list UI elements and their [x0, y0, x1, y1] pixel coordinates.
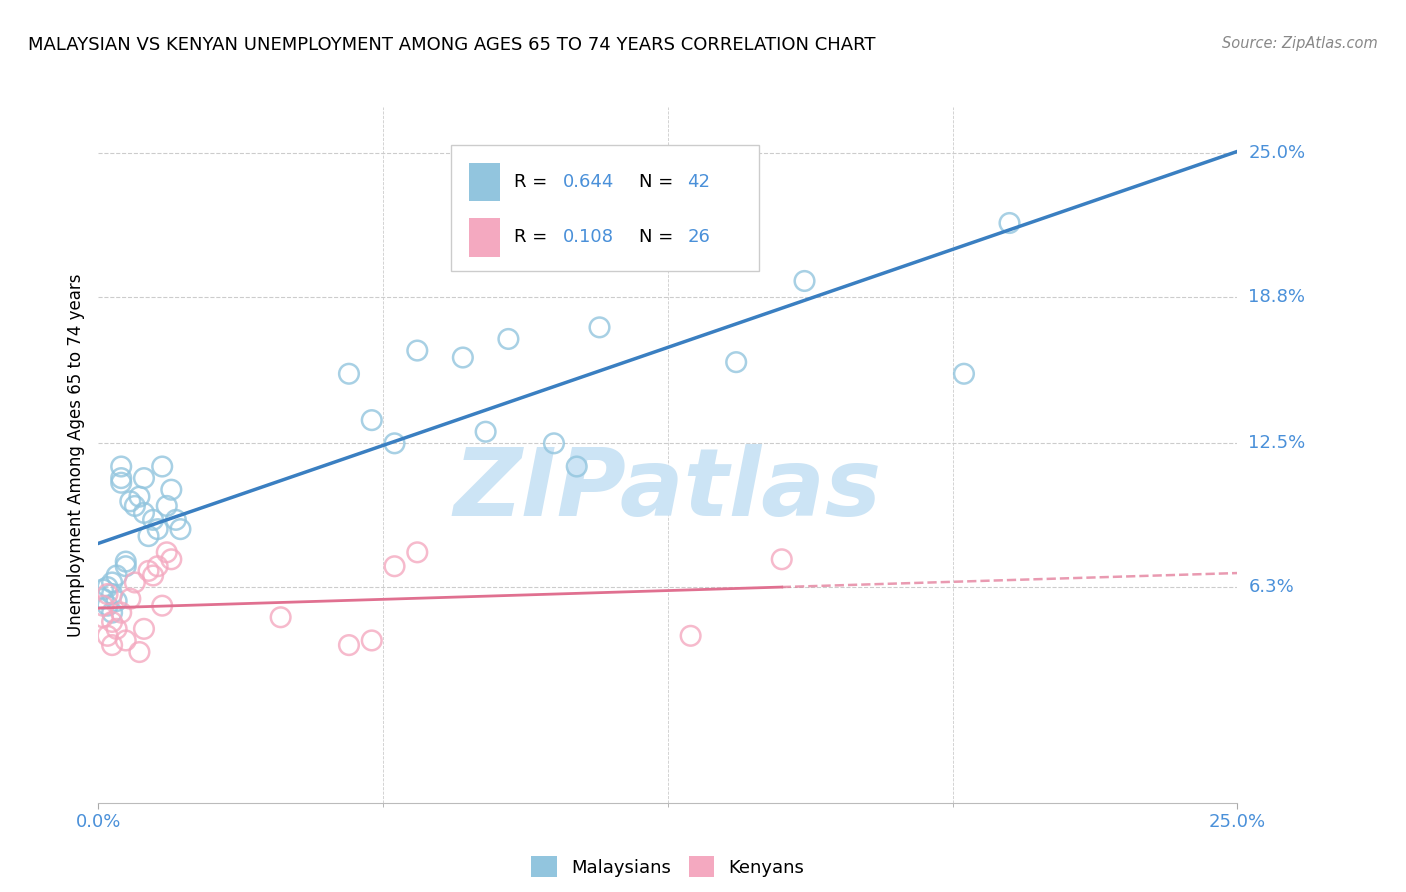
Point — [96, 629, 118, 643]
Point — [679, 629, 702, 643]
Text: 42: 42 — [688, 173, 710, 191]
Point — [132, 622, 155, 636]
Point — [565, 459, 588, 474]
Y-axis label: Unemployment Among Ages 65 to 74 years: Unemployment Among Ages 65 to 74 years — [66, 273, 84, 637]
Point — [160, 483, 183, 497]
Point — [91, 599, 114, 613]
Text: N =: N = — [640, 228, 679, 246]
Point — [91, 591, 114, 606]
Point — [96, 580, 118, 594]
Point — [128, 490, 150, 504]
Point — [474, 425, 496, 439]
Text: 26: 26 — [688, 228, 710, 246]
Point — [105, 594, 128, 608]
Text: N =: N = — [640, 173, 679, 191]
Point — [101, 575, 124, 590]
Point — [406, 343, 429, 358]
Point — [150, 599, 173, 613]
Point — [110, 471, 132, 485]
Point — [124, 499, 146, 513]
Text: 12.5%: 12.5% — [1249, 434, 1306, 452]
Point — [953, 367, 976, 381]
Point — [998, 216, 1021, 230]
Text: Source: ZipAtlas.com: Source: ZipAtlas.com — [1222, 36, 1378, 51]
Point — [124, 575, 146, 590]
Point — [146, 522, 169, 536]
Point — [96, 599, 118, 613]
Point — [91, 582, 114, 597]
Point — [128, 645, 150, 659]
Text: R =: R = — [515, 173, 553, 191]
Point — [165, 513, 187, 527]
Point — [160, 552, 183, 566]
Text: 18.8%: 18.8% — [1249, 288, 1305, 306]
Point — [138, 564, 160, 578]
Text: 25.0%: 25.0% — [1249, 145, 1306, 162]
Point — [110, 459, 132, 474]
Point — [96, 587, 118, 601]
Point — [114, 555, 136, 569]
FancyBboxPatch shape — [451, 145, 759, 270]
Bar — [468, 219, 501, 257]
Text: 0.108: 0.108 — [562, 228, 614, 246]
Point — [156, 545, 179, 559]
Legend: Malaysians, Kenyans: Malaysians, Kenyans — [524, 849, 811, 884]
Text: 6.3%: 6.3% — [1249, 578, 1294, 596]
Point — [101, 606, 124, 620]
Point — [132, 471, 155, 485]
Text: MALAYSIAN VS KENYAN UNEMPLOYMENT AMONG AGES 65 TO 74 YEARS CORRELATION CHART: MALAYSIAN VS KENYAN UNEMPLOYMENT AMONG A… — [28, 36, 876, 54]
Point — [120, 591, 142, 606]
Point — [156, 499, 179, 513]
Point — [142, 568, 165, 582]
Point — [360, 413, 382, 427]
Point — [360, 633, 382, 648]
Text: 0.644: 0.644 — [562, 173, 614, 191]
Point — [588, 320, 610, 334]
Point — [132, 506, 155, 520]
Point — [337, 367, 360, 381]
Text: ZIPatlas: ZIPatlas — [454, 443, 882, 536]
Point — [451, 351, 474, 365]
Point — [120, 494, 142, 508]
Bar — [468, 162, 501, 201]
Point — [114, 633, 136, 648]
Point — [91, 610, 114, 624]
Point — [110, 475, 132, 490]
Point — [101, 587, 124, 601]
Point — [146, 559, 169, 574]
Point — [110, 606, 132, 620]
Point — [406, 545, 429, 559]
Point — [114, 559, 136, 574]
Point — [101, 615, 124, 629]
Point — [105, 622, 128, 636]
Point — [138, 529, 160, 543]
Point — [702, 227, 724, 242]
Point — [384, 559, 406, 574]
Point — [725, 355, 748, 369]
Text: R =: R = — [515, 228, 553, 246]
Point — [169, 522, 191, 536]
Point — [337, 638, 360, 652]
Point — [101, 638, 124, 652]
Point — [150, 459, 173, 474]
Point — [270, 610, 292, 624]
Point — [770, 552, 793, 566]
Point — [142, 513, 165, 527]
Point — [543, 436, 565, 450]
Point — [384, 436, 406, 450]
Point — [793, 274, 815, 288]
Point — [498, 332, 520, 346]
Point — [105, 568, 128, 582]
